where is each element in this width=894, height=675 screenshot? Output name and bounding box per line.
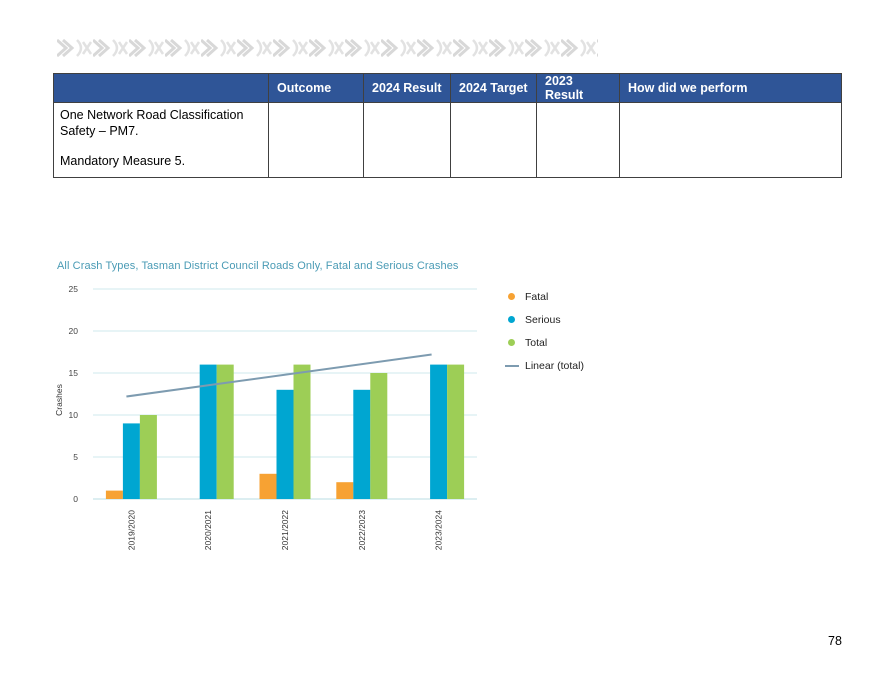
legend-item: Linear (total) <box>504 354 584 377</box>
legend-marker <box>508 316 515 323</box>
bar-total <box>139 415 157 499</box>
bar-serious <box>353 389 371 499</box>
table-row: One Network Road Classification Safety –… <box>53 102 842 178</box>
chart-legend: Fatal Serious Total Linear (total) <box>504 285 584 377</box>
y-tick-label: 15 <box>69 368 79 378</box>
bar-fatal <box>259 473 277 499</box>
legend-marker <box>505 364 519 367</box>
y-tick-label: 10 <box>69 410 79 420</box>
legend-item: Fatal <box>504 285 584 308</box>
legend-label: Linear (total) <box>525 359 584 372</box>
legend-item: Serious <box>504 308 584 331</box>
y-tick-label: 25 <box>69 284 79 294</box>
legend-label: Fatal <box>525 290 549 303</box>
performance-measure-table: Outcome 2024 Result 2024 Target 2023 Res… <box>53 73 842 178</box>
x-tick-label: 2022/2023 <box>357 510 367 550</box>
decorative-pattern-band <box>57 38 598 58</box>
measure-name: One Network Road Classification Safety –… <box>60 108 244 138</box>
bar-total <box>293 364 311 499</box>
x-tick-label: 2019/2020 <box>126 510 136 550</box>
bar-serious <box>430 364 448 499</box>
legend-label: Serious <box>525 313 561 326</box>
trendline <box>126 353 432 398</box>
bar-serious <box>122 423 140 499</box>
header-2023-result: 2023 Result <box>536 73 620 103</box>
x-tick-label: 2021/2022 <box>280 510 290 550</box>
target-2024-cell <box>450 102 537 178</box>
bar-serious <box>276 389 294 499</box>
bar-fatal <box>336 482 354 499</box>
legend-label: Total <box>525 336 548 349</box>
result-2024-cell <box>363 102 451 178</box>
y-tick-label: 0 <box>73 494 78 504</box>
legend-marker <box>508 339 515 346</box>
y-tick-label: 20 <box>69 326 79 336</box>
bar-total <box>216 364 234 499</box>
measure-cell: One Network Road Classification Safety –… <box>53 102 269 178</box>
x-tick-label: 2023/2024 <box>434 510 444 550</box>
legend-marker <box>508 293 515 300</box>
legend-item: Total <box>504 331 584 354</box>
page-number: 78 <box>828 634 842 648</box>
bar-fatal <box>105 490 123 499</box>
performance-cell <box>619 102 842 178</box>
x-tick-label: 2020/2021 <box>203 510 213 550</box>
y-axis-label: Crashes <box>54 384 64 416</box>
chart-title: All Crash Types, Tasman District Council… <box>57 260 459 272</box>
y-tick-label: 5 <box>73 452 78 462</box>
measure-mandatory: Mandatory Measure 5. <box>60 154 186 168</box>
result-2023-cell <box>536 102 620 178</box>
bar-serious <box>199 364 217 499</box>
bar-total <box>447 364 465 499</box>
bar-total <box>370 373 388 499</box>
